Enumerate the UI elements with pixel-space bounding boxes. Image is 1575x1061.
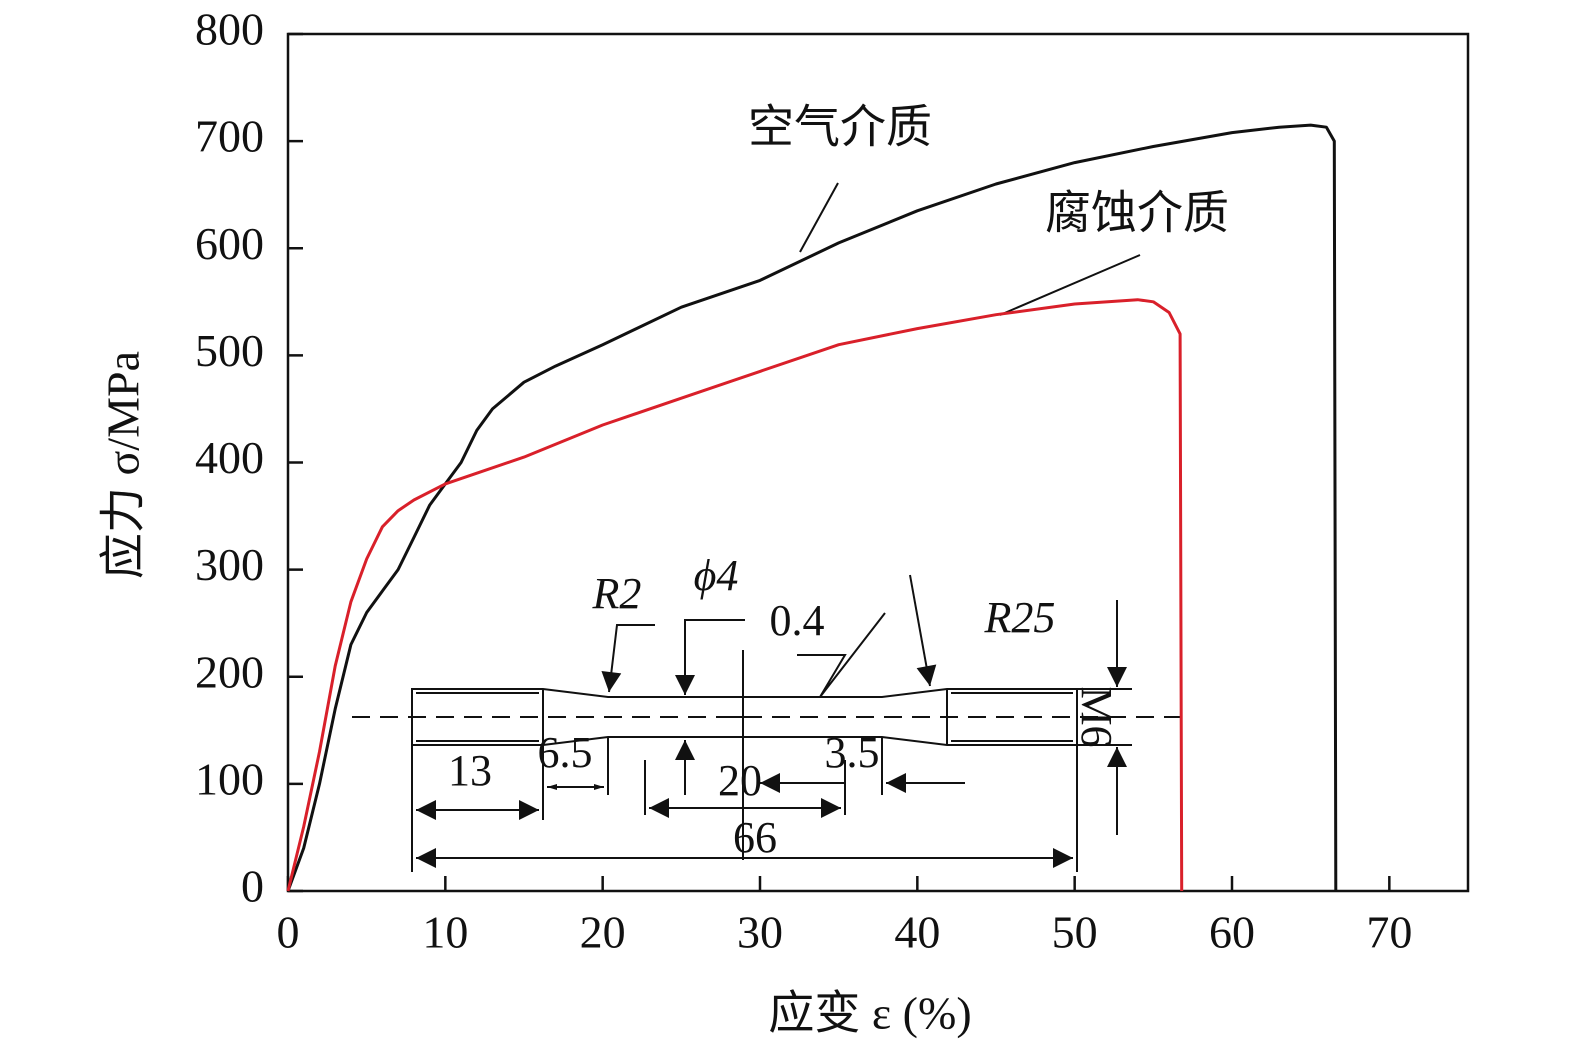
y-tick-label: 800 — [195, 4, 264, 55]
x-tick-label: 20 — [580, 907, 626, 958]
y-tick-label: 700 — [195, 111, 264, 162]
inset-label: 20 — [718, 756, 762, 805]
center-mark — [733, 650, 753, 860]
leader-line — [799, 182, 839, 253]
series-label: 腐蚀介质 — [1045, 188, 1229, 239]
leader-arrow — [601, 624, 655, 693]
x-tick-label: 30 — [737, 907, 783, 958]
series-line — [286, 123, 1338, 892]
y-tick-label: 400 — [195, 432, 264, 483]
inset-label: 13 — [448, 746, 492, 795]
x-tick-label: 10 — [422, 907, 468, 958]
x-tick-label: 40 — [894, 907, 940, 958]
inset-label: 6.5 — [538, 728, 593, 777]
series-line — [286, 298, 1184, 892]
extension-lines — [1077, 688, 1132, 746]
y-axis-label: 应力 σ/MPa — [98, 351, 149, 579]
x-tick-label: 0 — [277, 907, 300, 958]
inset-label: ϕ4 — [694, 551, 739, 600]
inset-label: M6 — [1072, 686, 1121, 747]
x-tick-label: 60 — [1209, 907, 1255, 958]
inset-label: 0.4 — [770, 596, 825, 645]
leader-line — [999, 254, 1141, 316]
x-tick-label: 50 — [1052, 907, 1098, 958]
y-tick-label: 100 — [195, 753, 264, 804]
extension-lines — [411, 737, 1078, 872]
x-tick-label: 70 — [1366, 907, 1412, 958]
series-label: 空气介质 — [748, 102, 932, 153]
y-tick-label: 600 — [195, 218, 264, 269]
specimen-drawing: R2 ϕ4 0.4 R25 M6 13 6.5 20 3.5 66 — [352, 551, 1188, 872]
thread-lines — [416, 689, 1073, 745]
inset-label: 66 — [733, 813, 777, 862]
x-axis-label: 应变 ε (%) — [768, 988, 971, 1039]
roughness-symbol — [797, 612, 886, 698]
inset-label: R25 — [984, 593, 1056, 642]
y-tick-label: 300 — [195, 539, 264, 590]
leader-arrow — [675, 619, 745, 695]
inset-label: R2 — [592, 569, 642, 618]
y-tick-label: 500 — [195, 325, 264, 376]
leader-arrow — [909, 574, 937, 687]
y-tick-label: 200 — [195, 646, 264, 697]
y-tick-label: 0 — [241, 861, 264, 912]
inset-label: 3.5 — [825, 728, 880, 777]
